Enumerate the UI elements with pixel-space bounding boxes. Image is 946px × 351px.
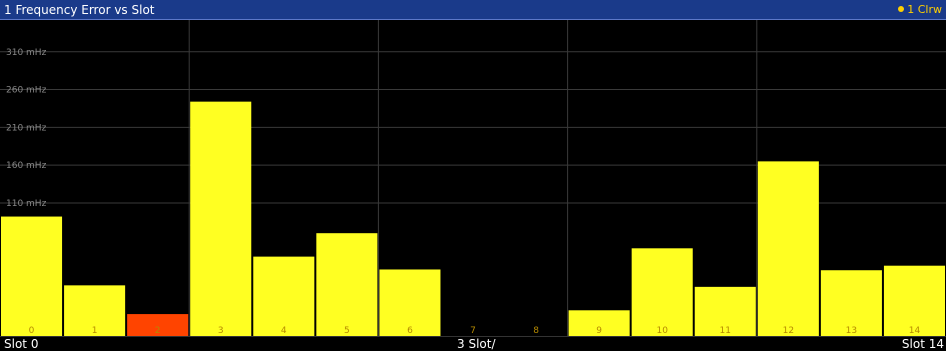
bar-slot-0: [1, 216, 63, 336]
bar-slot-4: [253, 256, 315, 336]
bar-slot-6: [379, 269, 441, 336]
bars: [1, 101, 945, 336]
trace-legend[interactable]: 1 Clrw: [898, 3, 942, 16]
x-axis-footer: Slot 0 3 Slot/ Slot 14: [0, 336, 946, 351]
trace-label: 1 Clrw: [907, 3, 942, 16]
x-tick-label: 8: [533, 326, 539, 336]
y-tick-label: 260 mHz: [6, 86, 47, 96]
x-tick-label: 7: [470, 326, 476, 336]
window-title: 1 Frequency Error vs Slot: [4, 3, 155, 17]
bar-slot-2: [127, 314, 189, 336]
x-axis-end-label: Slot 14: [901, 337, 944, 351]
trace-dot-icon: [898, 6, 905, 12]
bar-slot-14: [883, 265, 945, 336]
window-title-bar[interactable]: 1 Frequency Error vs Slot 1 Clrw: [0, 0, 946, 20]
x-tick-label: 11: [720, 326, 731, 336]
bar-slot-10: [631, 248, 693, 336]
y-tick-label: 160 mHz: [6, 161, 47, 171]
bar-slot-13: [820, 270, 882, 336]
y-tick-label: 110 mHz: [6, 199, 47, 209]
x-axis-ticks: 0 1 2 3 4 5 6 7 8 9 10 11 12 13 14: [29, 326, 921, 336]
x-tick-label: 10: [656, 326, 668, 336]
bar-slot-12: [757, 161, 819, 336]
y-tick-label: 310 mHz: [6, 48, 47, 58]
bar-slot-9: [568, 310, 630, 336]
x-tick-label: 14: [909, 326, 921, 336]
x-tick-label: 1: [92, 326, 98, 336]
x-axis-start-label: Slot 0: [4, 337, 39, 351]
bar-slot-1: [64, 285, 126, 336]
x-tick-label: 13: [846, 326, 857, 336]
x-tick-label: 4: [281, 326, 287, 336]
bar-slot-3: [190, 101, 252, 336]
y-tick-label: 210 mHz: [6, 123, 47, 133]
x-tick-label: 0: [29, 326, 35, 336]
x-tick-label: 5: [344, 326, 350, 336]
x-tick-label: 2: [155, 326, 161, 336]
x-tick-label: 6: [407, 326, 413, 336]
bar-slot-11: [694, 286, 756, 336]
x-tick-label: 9: [596, 326, 602, 336]
x-tick-label: 12: [783, 326, 794, 336]
x-axis-scale-label: 3 Slot/: [457, 337, 496, 351]
bar-slot-5: [316, 233, 378, 336]
x-tick-label: 3: [218, 326, 224, 336]
y-axis-ticks: 110 mHz 160 mHz 210 mHz 260 mHz 310 mHz: [6, 48, 47, 209]
